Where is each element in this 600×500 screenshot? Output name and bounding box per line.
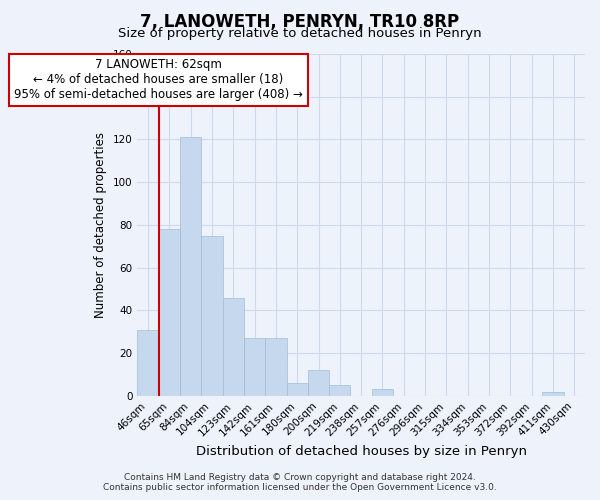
Text: 7 LANOWETH: 62sqm
← 4% of detached houses are smaller (18)
95% of semi-detached : 7 LANOWETH: 62sqm ← 4% of detached house… — [14, 58, 303, 102]
Bar — [223, 298, 244, 396]
X-axis label: Distribution of detached houses by size in Penryn: Distribution of detached houses by size … — [196, 444, 527, 458]
Bar — [265, 338, 287, 396]
Y-axis label: Number of detached properties: Number of detached properties — [94, 132, 107, 318]
Bar — [542, 392, 563, 396]
Bar — [158, 229, 180, 396]
Bar — [137, 330, 158, 396]
Text: Contains HM Land Registry data © Crown copyright and database right 2024.
Contai: Contains HM Land Registry data © Crown c… — [103, 473, 497, 492]
Bar — [287, 383, 308, 396]
Bar — [329, 385, 350, 396]
Bar — [372, 390, 393, 396]
Bar — [244, 338, 265, 396]
Bar — [308, 370, 329, 396]
Bar — [201, 236, 223, 396]
Bar — [180, 138, 201, 396]
Text: 7, LANOWETH, PENRYN, TR10 8RP: 7, LANOWETH, PENRYN, TR10 8RP — [140, 12, 460, 30]
Text: Size of property relative to detached houses in Penryn: Size of property relative to detached ho… — [118, 28, 482, 40]
